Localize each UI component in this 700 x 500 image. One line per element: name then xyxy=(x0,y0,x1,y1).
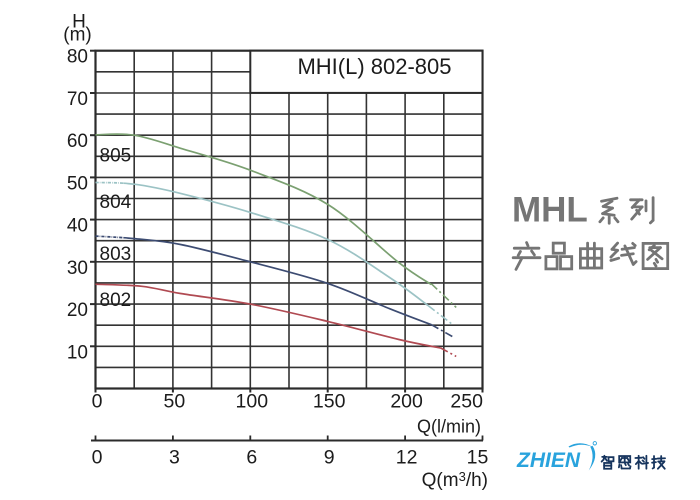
svg-text:(m): (m) xyxy=(63,25,91,46)
svg-text:15: 15 xyxy=(467,446,489,468)
svg-text:250: 250 xyxy=(450,390,483,412)
svg-text:20: 20 xyxy=(67,300,88,321)
svg-text:MHI(L) 802-805: MHI(L) 802-805 xyxy=(297,54,451,79)
svg-text:40: 40 xyxy=(67,216,88,237)
svg-text:805: 805 xyxy=(100,146,132,167)
svg-text:0: 0 xyxy=(92,446,103,468)
svg-text:3: 3 xyxy=(169,446,180,468)
svg-text:100: 100 xyxy=(236,390,269,412)
svg-text:803: 803 xyxy=(100,244,132,265)
svg-text:50: 50 xyxy=(67,173,88,194)
svg-text:80: 80 xyxy=(67,47,88,68)
svg-text:H: H xyxy=(72,12,86,33)
svg-text:12: 12 xyxy=(396,446,418,468)
svg-text:30: 30 xyxy=(67,258,88,279)
svg-text:50: 50 xyxy=(164,390,186,412)
svg-text:804: 804 xyxy=(100,192,132,213)
svg-text:Q(m3/h): Q(m3/h) xyxy=(422,469,488,491)
svg-text:70: 70 xyxy=(67,89,88,110)
svg-text:150: 150 xyxy=(313,390,346,412)
svg-text:10: 10 xyxy=(67,342,88,363)
svg-text:9: 9 xyxy=(324,446,335,468)
svg-text:ZHIEN: ZHIEN xyxy=(516,449,581,472)
svg-text:60: 60 xyxy=(67,131,88,152)
svg-text:0: 0 xyxy=(92,390,103,412)
svg-text:200: 200 xyxy=(390,390,423,412)
svg-text:802: 802 xyxy=(100,290,132,311)
svg-text:6: 6 xyxy=(246,446,257,468)
svg-text:MHL: MHL xyxy=(512,191,588,230)
svg-text:Q(l/min): Q(l/min) xyxy=(417,417,481,437)
